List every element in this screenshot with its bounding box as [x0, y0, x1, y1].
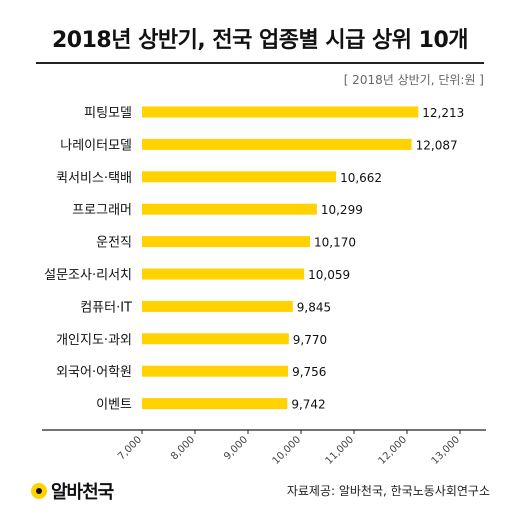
- x-tick-label: 11,000: [324, 434, 357, 467]
- value-label: 9,770: [293, 333, 327, 347]
- bar-chart: 피팅모델 12,213 나레이터모델 12,087 퀵서비스·택배 10,662 프로그래머…: [42, 106, 486, 467]
- category-label: 이벤트: [96, 398, 132, 413]
- category-label: 설문조사·리서치: [44, 268, 132, 283]
- category-label: 외국어·어학원: [56, 365, 132, 380]
- x-tick-label: 7,000: [116, 434, 144, 462]
- bar: [142, 236, 311, 248]
- value-label: 9,845: [297, 300, 331, 314]
- x-tick-label: 10,000: [271, 434, 304, 467]
- value-label: 9,756: [292, 365, 326, 379]
- value-label: 10,059: [308, 268, 350, 282]
- bar: [142, 365, 289, 377]
- category-label: 나레이터모델: [60, 138, 132, 153]
- value-label: 9,742: [291, 398, 325, 412]
- category-label: 개인지도·과외: [56, 333, 132, 348]
- category-label: 피팅모델: [84, 106, 132, 121]
- x-tick-label: 9,000: [222, 434, 250, 462]
- bar: [142, 138, 412, 150]
- bar: [142, 171, 337, 183]
- category-label: 퀵서비스·택배: [56, 171, 132, 186]
- chart-subtitle: [ 2018년 상반기, 단위:원 ]: [343, 73, 484, 87]
- bar: [142, 333, 289, 345]
- bar: [142, 203, 317, 215]
- bar: [142, 106, 419, 118]
- chart-title: 2018년 상반기, 전국 업종별 시급 상위 10개: [51, 28, 469, 53]
- value-label: 10,170: [314, 236, 356, 250]
- logo-text: 알바천국: [51, 482, 114, 503]
- bar: [142, 268, 305, 280]
- value-label: 12,213: [422, 106, 464, 120]
- bar: [142, 398, 288, 410]
- category-label: 컴퓨터·IT: [80, 300, 132, 315]
- value-label: 12,087: [416, 138, 458, 152]
- category-label: 운전직: [96, 236, 132, 251]
- value-label: 10,299: [321, 203, 363, 217]
- x-tick-label: 12,000: [377, 434, 410, 467]
- logo-mark-icon: [31, 483, 47, 499]
- bar: [142, 300, 293, 312]
- source-note: 자료제공: 알바천국, 한국노동사회연구소: [286, 484, 490, 498]
- category-label: 프로그래머: [72, 203, 132, 218]
- x-tick-label: 8,000: [169, 434, 197, 462]
- x-tick-label: 13,000: [430, 434, 463, 467]
- logo: 알바천국: [30, 478, 114, 504]
- value-label: 10,662: [340, 171, 382, 185]
- title-divider: [36, 62, 484, 64]
